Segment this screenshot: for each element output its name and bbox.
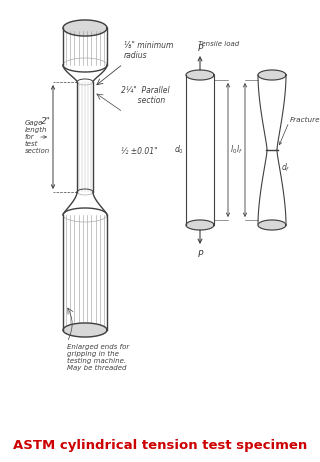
Text: $l_f$: $l_f$ xyxy=(236,144,243,156)
Text: ⅛" minimum
radius: ⅛" minimum radius xyxy=(124,41,173,60)
Polygon shape xyxy=(258,70,286,80)
Text: Fracture: Fracture xyxy=(290,117,320,123)
Polygon shape xyxy=(258,220,286,230)
Polygon shape xyxy=(63,323,107,337)
Text: Gage
length
for
test
section: Gage length for test section xyxy=(25,120,50,154)
Text: 2": 2" xyxy=(41,117,51,127)
Text: P: P xyxy=(197,44,203,53)
Text: Enlarged ends for
gripping in the
testing machine.
May be threaded: Enlarged ends for gripping in the testin… xyxy=(67,344,129,371)
Text: ½ ±0.01": ½ ±0.01" xyxy=(121,147,158,156)
Polygon shape xyxy=(186,220,214,230)
Text: $d_0$: $d_0$ xyxy=(174,144,184,156)
Polygon shape xyxy=(63,20,107,36)
Text: $d_f$: $d_f$ xyxy=(281,162,291,174)
Text: Tensile load: Tensile load xyxy=(198,41,239,47)
Polygon shape xyxy=(186,70,214,80)
Text: 2¼"  Parallel
       section: 2¼" Parallel section xyxy=(121,85,170,105)
Text: ASTM cylindrical tension test specimen: ASTM cylindrical tension test specimen xyxy=(13,438,307,451)
Text: $l_0$: $l_0$ xyxy=(230,144,237,156)
Text: P: P xyxy=(197,250,203,259)
